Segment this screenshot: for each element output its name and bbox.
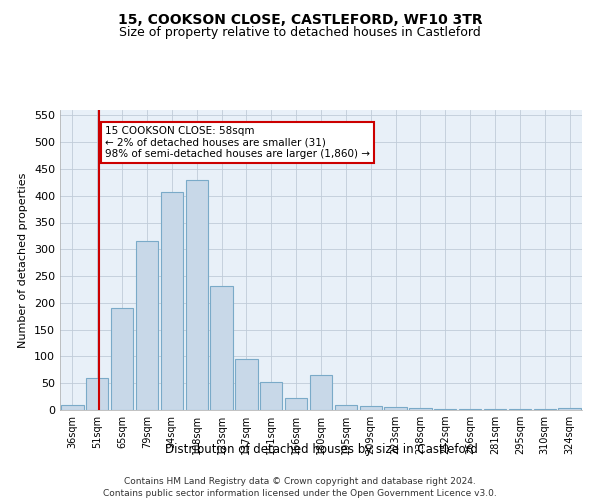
- Text: Size of property relative to detached houses in Castleford: Size of property relative to detached ho…: [119, 26, 481, 39]
- Bar: [335, 404, 357, 410]
- Bar: [310, 375, 332, 410]
- Bar: [136, 242, 158, 410]
- Bar: [385, 408, 407, 410]
- Bar: [61, 404, 83, 410]
- Text: Distribution of detached houses by size in Castleford: Distribution of detached houses by size …: [164, 442, 478, 456]
- Bar: [161, 192, 183, 410]
- Bar: [86, 378, 109, 410]
- Bar: [260, 382, 283, 410]
- Bar: [409, 408, 431, 410]
- Text: 15 COOKSON CLOSE: 58sqm
← 2% of detached houses are smaller (31)
98% of semi-det: 15 COOKSON CLOSE: 58sqm ← 2% of detached…: [105, 126, 370, 160]
- Bar: [235, 359, 257, 410]
- Bar: [559, 408, 581, 410]
- Bar: [185, 180, 208, 410]
- Bar: [434, 409, 457, 410]
- Bar: [111, 308, 133, 410]
- Text: Contains public sector information licensed under the Open Government Licence v3: Contains public sector information licen…: [103, 489, 497, 498]
- Bar: [359, 406, 382, 410]
- Bar: [211, 286, 233, 410]
- Y-axis label: Number of detached properties: Number of detached properties: [19, 172, 28, 348]
- Text: 15, COOKSON CLOSE, CASTLEFORD, WF10 3TR: 15, COOKSON CLOSE, CASTLEFORD, WF10 3TR: [118, 12, 482, 26]
- Text: Contains HM Land Registry data © Crown copyright and database right 2024.: Contains HM Land Registry data © Crown c…: [124, 478, 476, 486]
- Bar: [285, 398, 307, 410]
